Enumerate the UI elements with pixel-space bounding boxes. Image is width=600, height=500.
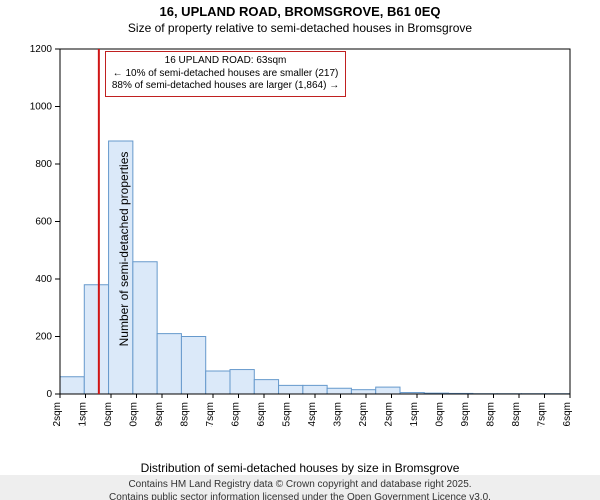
chart-subtitle: Size of property relative to semi-detach… xyxy=(0,21,600,35)
svg-text:339sqm: 339sqm xyxy=(460,402,471,427)
x-axis-title: Distribution of semi-detached houses by … xyxy=(0,461,600,475)
svg-text:800: 800 xyxy=(35,159,52,170)
marker-annotation: 16 UPLAND ROAD: 63sqm ← 10% of semi-deta… xyxy=(105,51,346,97)
chart-area: Number of semi-detached properties 0 200 4… xyxy=(0,39,600,459)
svg-text:200: 200 xyxy=(35,332,52,343)
attribution-footer: Contains HM Land Registry data © Crown c… xyxy=(0,475,600,500)
svg-text:301sqm: 301sqm xyxy=(409,402,420,427)
annotation-line-3: 88% of semi-detached houses are larger (… xyxy=(112,80,339,93)
svg-text:320sqm: 320sqm xyxy=(435,402,446,427)
attribution-line-1: Contains HM Land Registry data © Crown c… xyxy=(0,479,600,492)
annotation-line-2: ← 10% of semi-detached houses are smalle… xyxy=(112,68,339,81)
svg-text:1000: 1000 xyxy=(30,102,53,113)
svg-text:186sqm: 186sqm xyxy=(256,402,267,427)
svg-text:0: 0 xyxy=(46,389,52,400)
y-axis-title: Number of semi-detached properties xyxy=(117,119,131,379)
svg-text:90sqm: 90sqm xyxy=(129,402,140,427)
annotation-line-1: 16 UPLAND ROAD: 63sqm xyxy=(112,55,339,68)
svg-text:358sqm: 358sqm xyxy=(486,402,497,427)
svg-text:262sqm: 262sqm xyxy=(358,402,369,427)
svg-text:224sqm: 224sqm xyxy=(307,402,318,427)
svg-text:128sqm: 128sqm xyxy=(180,402,191,427)
svg-text:397sqm: 397sqm xyxy=(537,402,548,427)
svg-text:166sqm: 166sqm xyxy=(231,402,242,427)
svg-text:70sqm: 70sqm xyxy=(103,402,114,427)
svg-text:109sqm: 109sqm xyxy=(154,402,165,427)
svg-text:243sqm: 243sqm xyxy=(333,402,344,427)
svg-text:147sqm: 147sqm xyxy=(205,402,216,427)
svg-text:51sqm: 51sqm xyxy=(78,402,89,427)
svg-text:32sqm: 32sqm xyxy=(52,402,63,427)
svg-text:416sqm: 416sqm xyxy=(562,402,573,427)
chart-title: 16, UPLAND ROAD, BROMSGROVE, B61 0EQ xyxy=(0,4,600,19)
svg-text:400: 400 xyxy=(35,274,52,285)
histogram-plot: 0 200 400 600 800 1000 1200 32sqm 51sqm 70sqm 90sq… xyxy=(0,39,600,427)
svg-text:205sqm: 205sqm xyxy=(282,402,293,427)
attribution-line-2: Contains public sector information licen… xyxy=(0,492,600,500)
svg-text:600: 600 xyxy=(35,217,52,228)
svg-text:378sqm: 378sqm xyxy=(511,402,522,427)
svg-text:282sqm: 282sqm xyxy=(384,402,395,427)
svg-text:1200: 1200 xyxy=(30,44,53,55)
